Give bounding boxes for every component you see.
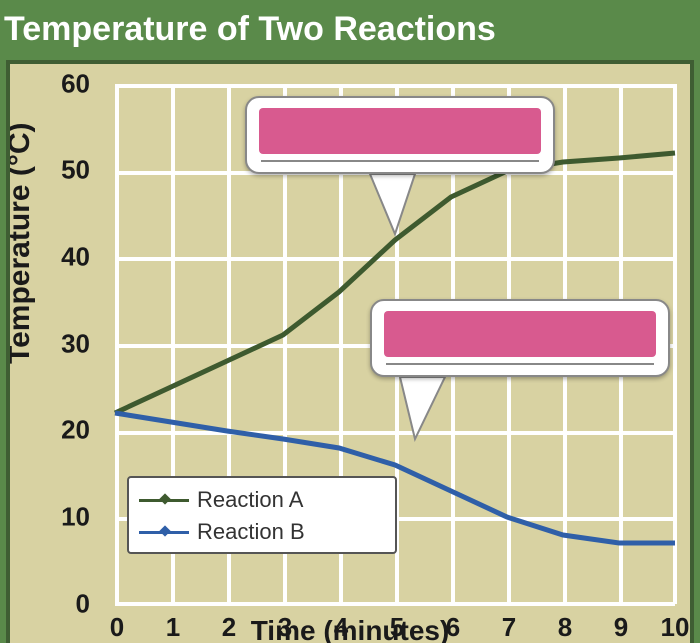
y-axis-title: Temperature (°C)	[6, 123, 37, 364]
y-tick-30: 30	[61, 329, 90, 360]
y-tick-20: 20	[61, 415, 90, 446]
x-tick-1: 1	[166, 612, 180, 643]
legend-item-b: Reaction B	[139, 516, 385, 548]
callout-tail-1	[370, 174, 415, 234]
y-tick-40: 40	[61, 242, 90, 273]
y-tick-0: 0	[76, 589, 90, 620]
x-tick-7: 7	[502, 612, 516, 643]
x-tick-2: 2	[222, 612, 236, 643]
callout-tail-2	[400, 377, 445, 439]
y-tick-50: 50	[61, 155, 90, 186]
legend-item-a: Reaction A	[139, 484, 385, 516]
chart-area: Temperature (°C) 60 50 40 30 20 10 0	[6, 60, 694, 643]
x-tick-8: 8	[558, 612, 572, 643]
y-tick-10: 10	[61, 502, 90, 533]
callout-redacted-1	[259, 108, 541, 154]
x-axis-title: Time (minutes)	[251, 615, 450, 643]
legend-label-a: Reaction A	[189, 487, 303, 513]
callout-redacted-2	[384, 311, 656, 357]
x-tick-10: 10	[661, 612, 690, 643]
callout-reaction-a[interactable]	[245, 96, 555, 174]
plot-area: Reaction A Reaction B	[115, 84, 675, 604]
legend-swatch-b	[139, 522, 189, 542]
callout-reaction-b[interactable]	[370, 299, 670, 377]
x-tick-0: 0	[110, 612, 124, 643]
chart-title: Temperature of Two Reactions	[0, 4, 694, 59]
legend-label-b: Reaction B	[189, 519, 305, 545]
x-tick-9: 9	[614, 612, 628, 643]
y-tick-60: 60	[61, 69, 90, 100]
legend: Reaction A Reaction B	[127, 476, 397, 554]
legend-swatch-a	[139, 490, 189, 510]
chart-container: Temperature of Two Reactions Temperature…	[0, 0, 700, 643]
